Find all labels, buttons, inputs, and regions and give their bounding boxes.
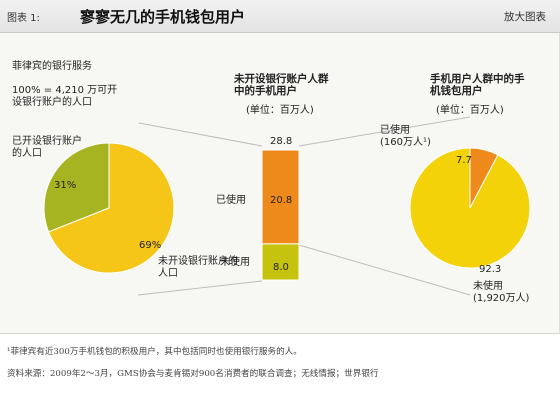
pie1-unbanked-label: 未开设银行账户的人口 [158, 256, 238, 279]
bar-title: 未开设银行账户人群中的手机用户 [234, 73, 329, 97]
bar-used-label: 已使用 [216, 195, 246, 206]
pie1-unbanked-slice [47, 142, 175, 274]
pie2-title: 手机用户人群中的手机钱包用户 [430, 73, 525, 97]
pie2-unit: (单位：百万人) [436, 105, 504, 116]
footnote: ¹菲律宾有近300万手机钱包的积极用户，其中包括同时也使用银行服务的人。 [7, 347, 302, 357]
figure-label: 图表 1: [7, 13, 40, 24]
figure-title: 寥寥无几的手机钱包用户 [80, 8, 246, 26]
chart-graphics [43, 116, 531, 296]
pie2-unused-label: 未使用 [473, 281, 503, 292]
zoom-line-left-bottom [137, 280, 263, 296]
pie2-unused-note: (1,920万人) [473, 293, 530, 304]
bar-used-segment [261, 149, 300, 245]
pie2-unused-value: 92.3 [479, 264, 502, 275]
pie2-unused-slice [409, 147, 531, 269]
zoom-line-right-bottom [298, 244, 471, 296]
figure-header: 图表 1: 寥寥无几的手机钱包用户 放大图表 [0, 0, 560, 33]
pie2-used-label: 已使用 [380, 125, 410, 136]
bar-used-value: 20.8 [270, 195, 293, 206]
bar-total: 28.8 [270, 136, 293, 147]
pie1-title: 菲律宾的银行服务 [12, 61, 92, 72]
pie1-unbanked-value: 69% [139, 240, 162, 251]
pie2-used-value: 7.7 [456, 155, 472, 166]
chart-panel: 菲律宾的银行服务 100% = 4,210 万可开设银行账户的人口 已开设银行账… [0, 33, 560, 334]
pie1-subtitle: 100% = 4,210 万可开设银行账户的人口 [12, 85, 118, 108]
bar-unused-label: 未使用 [220, 257, 250, 268]
enlarge-chart-link[interactable]: 放大图表 [504, 11, 546, 23]
zoom-line-left-top [138, 122, 263, 147]
pie1-banked-value: 31% [54, 180, 77, 191]
bar-unit: (单位：百万人) [246, 105, 314, 116]
source-note: 资料来源：2009年2～3月，GMS协会与麦肯锡对900名消费者的联合调查；无线… [7, 369, 379, 379]
bar-unused-value: 8.0 [273, 262, 289, 273]
pie1-banked-label: 已开设银行账户的人口 [12, 136, 82, 159]
zoom-line-right-top [298, 116, 471, 147]
pie2-used-note: (160万人¹) [380, 137, 431, 148]
pie1-banked-slice [43, 142, 110, 233]
bar-unused-segment [261, 243, 300, 281]
